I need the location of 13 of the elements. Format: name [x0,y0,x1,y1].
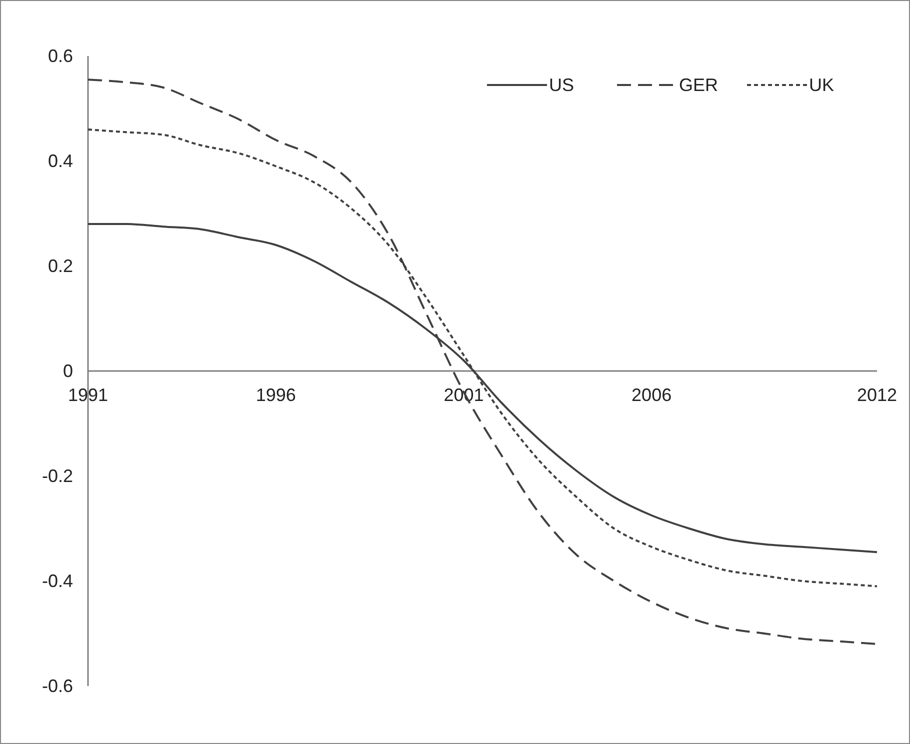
legend-label: GER [679,75,718,95]
legend-label: US [549,75,574,95]
x-tick-label: 2012 [856,385,898,405]
y-tick-label: -0.4 [42,571,73,591]
y-tick-label: 0.6 [48,46,73,66]
y-tick-label: -0.2 [42,466,73,486]
y-tick-label: 0.4 [48,151,73,171]
y-tick-label: 0.2 [48,256,73,276]
y-tick-label: 0 [62,361,73,381]
legend-label: UK [809,75,834,95]
y-tick-label: -0.6 [42,676,73,696]
x-tick-label: 2006 [632,385,672,405]
x-tick-label: 1996 [256,385,296,405]
